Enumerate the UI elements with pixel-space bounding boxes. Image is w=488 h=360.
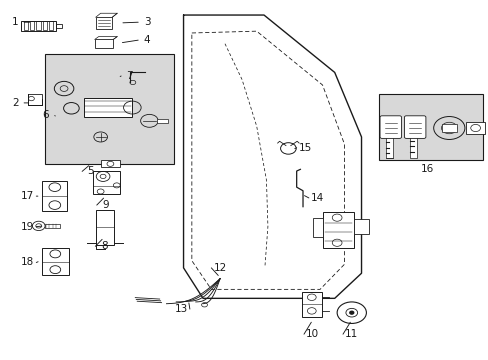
Bar xyxy=(312,218,323,237)
Text: 8: 8 xyxy=(101,241,107,251)
Text: 3: 3 xyxy=(143,17,150,27)
Text: 9: 9 xyxy=(102,200,109,210)
Bar xyxy=(302,292,321,318)
Bar xyxy=(27,94,42,105)
Text: 1: 1 xyxy=(12,17,19,27)
Text: 4: 4 xyxy=(143,35,150,45)
Bar xyxy=(49,22,53,30)
Bar xyxy=(466,122,484,134)
Text: 2: 2 xyxy=(12,98,19,108)
Text: 7: 7 xyxy=(126,71,133,81)
Text: 15: 15 xyxy=(298,143,311,153)
Bar xyxy=(96,17,112,29)
Bar xyxy=(95,40,113,48)
Circle shape xyxy=(349,311,353,314)
Text: 10: 10 xyxy=(305,329,319,339)
Text: 16: 16 xyxy=(420,164,433,174)
Bar xyxy=(45,224,60,228)
Text: 11: 11 xyxy=(345,329,358,339)
Bar xyxy=(96,211,114,244)
Bar xyxy=(322,212,353,248)
Bar xyxy=(93,171,120,194)
Bar xyxy=(23,22,28,30)
Bar xyxy=(353,220,368,234)
Bar xyxy=(42,248,69,275)
Bar xyxy=(378,94,483,160)
Text: 14: 14 xyxy=(310,193,324,203)
Text: 5: 5 xyxy=(87,166,94,176)
Bar xyxy=(36,22,41,30)
Text: 6: 6 xyxy=(42,111,49,121)
Text: 18: 18 xyxy=(21,257,34,267)
Bar xyxy=(42,181,67,211)
Bar xyxy=(385,137,392,158)
Text: 13: 13 xyxy=(174,304,187,314)
Bar xyxy=(441,125,456,132)
FancyBboxPatch shape xyxy=(379,116,401,138)
Bar xyxy=(56,24,62,28)
Text: 17: 17 xyxy=(21,191,34,201)
Bar xyxy=(42,22,47,30)
Bar xyxy=(101,160,120,167)
Bar xyxy=(409,137,416,158)
Bar xyxy=(30,22,34,30)
Bar xyxy=(157,119,167,123)
Bar xyxy=(83,98,132,117)
FancyBboxPatch shape xyxy=(404,116,425,138)
Text: 19: 19 xyxy=(21,222,34,231)
Bar xyxy=(21,21,56,31)
Bar xyxy=(44,54,173,164)
Text: 12: 12 xyxy=(213,263,226,273)
